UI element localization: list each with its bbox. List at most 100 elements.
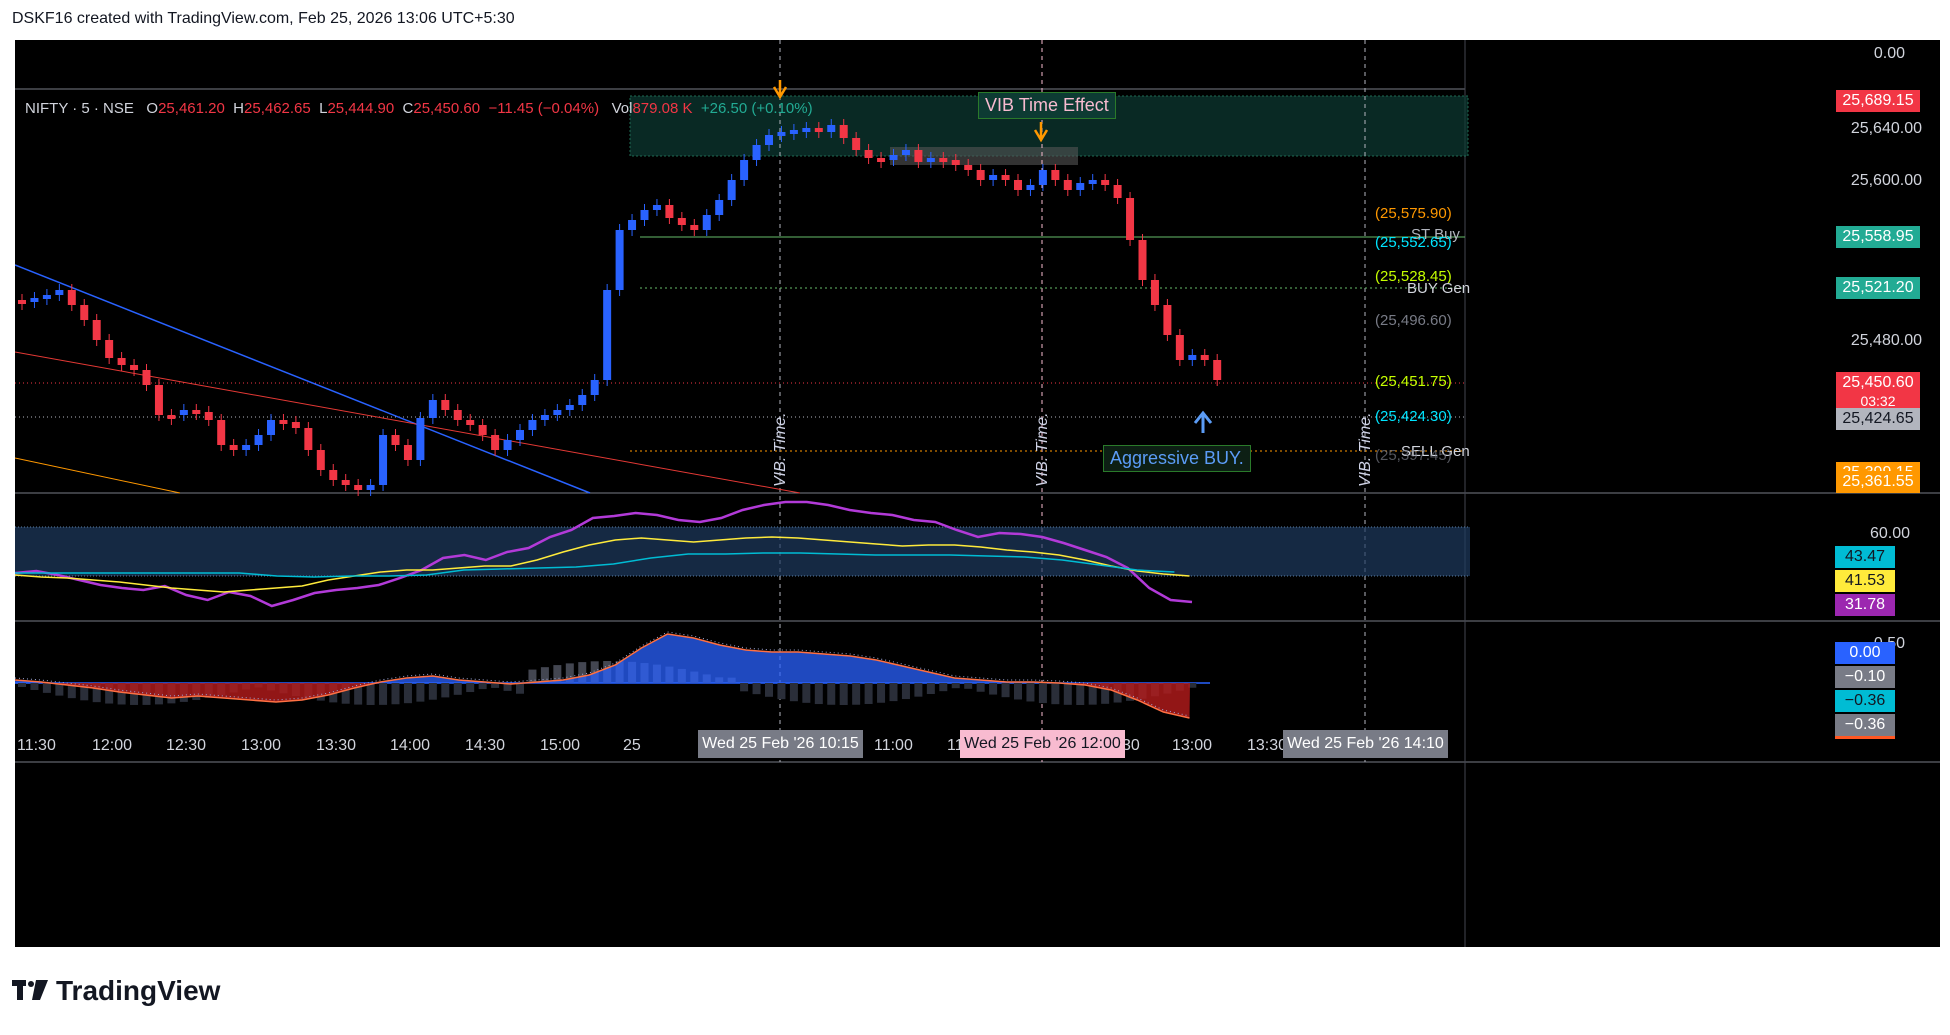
candle [379, 435, 388, 485]
up-arrow-icon [1193, 410, 1213, 433]
time-label: 30 [1122, 737, 1140, 754]
candle [154, 385, 163, 415]
macd-bar [877, 683, 886, 703]
level-label: (25,496.60) [1375, 312, 1452, 329]
candle [329, 470, 338, 480]
macd-bar [839, 683, 848, 705]
macd-bar [951, 683, 960, 689]
aggressive-buy-label[interactable]: Aggressive BUY. [1103, 445, 1251, 472]
candle [466, 420, 475, 425]
vib-time-label: VIB. Time. [772, 412, 789, 487]
chart-area[interactable]: NIFTY · 5 · NSE O25,461.20 H25,462.65 L2… [15, 40, 1940, 947]
candle [1038, 170, 1047, 185]
macd-bar [453, 683, 462, 695]
candles [18, 119, 1222, 496]
candle [1126, 198, 1135, 240]
time-label: 11:00 [874, 737, 913, 754]
time-tag: Wed 25 Feb '26 10:15 [698, 730, 863, 758]
price-tag: 31.78 [1835, 594, 1895, 616]
vib-time-effect-label[interactable]: VIB Time Effect [978, 92, 1116, 119]
candle [1188, 355, 1197, 360]
macd-bar [914, 683, 923, 697]
time-label: 25 [623, 737, 641, 754]
level-label: ST Buy [1411, 226, 1460, 243]
candle [777, 132, 786, 136]
macd-bar [55, 683, 64, 696]
macd-bar [540, 667, 549, 683]
macd-bar [1038, 683, 1047, 704]
macd-bar [478, 683, 487, 690]
macd-bar [964, 683, 973, 689]
chart-canvas[interactable] [15, 40, 1940, 947]
close-value: 25,450.60 [413, 100, 481, 117]
candle [827, 125, 836, 132]
symbol-label[interactable]: NIFTY · 5 · NSE [25, 100, 134, 117]
candle [864, 150, 873, 158]
price-tag: −0.36 [1835, 690, 1895, 712]
candle [42, 295, 51, 299]
candle [640, 210, 649, 220]
macd-bar [491, 683, 500, 688]
candle [92, 320, 101, 340]
candle [403, 445, 412, 460]
candle [964, 165, 973, 170]
macd-bar [578, 662, 587, 683]
macd-bar [926, 683, 935, 695]
candle [441, 400, 450, 410]
candle [229, 445, 238, 450]
candle [341, 480, 350, 485]
macd-bar [752, 683, 761, 695]
candle [1014, 180, 1022, 190]
macd-bar [80, 683, 89, 701]
price-tag: 43.47 [1835, 546, 1895, 568]
macd-bar [503, 683, 512, 691]
candle [652, 205, 661, 210]
level-label: (25,397.45) [1375, 447, 1452, 464]
macd-bar [67, 683, 76, 699]
candle [540, 415, 549, 420]
price-tag: −0.10 [1835, 666, 1895, 688]
candle [217, 420, 226, 445]
time-tag: Wed 25 Feb '26 12:00 [960, 730, 1125, 758]
candle [914, 150, 923, 162]
macd-bar [989, 683, 998, 695]
candle [18, 300, 26, 304]
candle [603, 290, 612, 380]
candle [852, 138, 861, 150]
candle [976, 170, 985, 180]
trendline-red [15, 351, 801, 494]
macd-bar [441, 683, 450, 698]
macd-bar [827, 683, 836, 705]
price-tag: 25,521.20 [1836, 277, 1920, 299]
candle [30, 298, 39, 302]
candle [939, 158, 948, 162]
candle [889, 155, 898, 160]
candle [528, 420, 537, 430]
level-label: (25,575.90) [1375, 205, 1452, 222]
macd-bar [1001, 683, 1010, 698]
candle [839, 125, 848, 138]
candle [1088, 180, 1097, 184]
macd-bar [105, 683, 114, 704]
candle [142, 370, 151, 385]
macd-bar [403, 683, 412, 704]
macd-bar [740, 683, 749, 692]
macd-bar [1063, 683, 1072, 705]
axis-label: 25,640.00 [1850, 120, 1922, 137]
macd-bar [428, 683, 437, 700]
price-tag: 25,558.95 [1836, 226, 1920, 248]
tradingview-logo[interactable]: TradingView [12, 975, 220, 1007]
candle [192, 410, 201, 414]
candle [354, 485, 363, 490]
time-label: 11 [947, 737, 964, 754]
macd-bar [852, 683, 861, 705]
candle [1051, 170, 1060, 180]
candle [926, 158, 935, 162]
time-tag: Wed 25 Feb '26 14:10 [1283, 730, 1448, 758]
macd-bar [1076, 683, 1085, 705]
price-tag-countdown: 03:32 [1836, 392, 1920, 410]
candle [590, 380, 599, 395]
price-tag: −0.36 [1835, 714, 1895, 739]
ohlc-legend: NIFTY · 5 · NSE O25,461.20 H25,462.65 L2… [25, 100, 813, 117]
consolidation-box [890, 147, 1078, 165]
